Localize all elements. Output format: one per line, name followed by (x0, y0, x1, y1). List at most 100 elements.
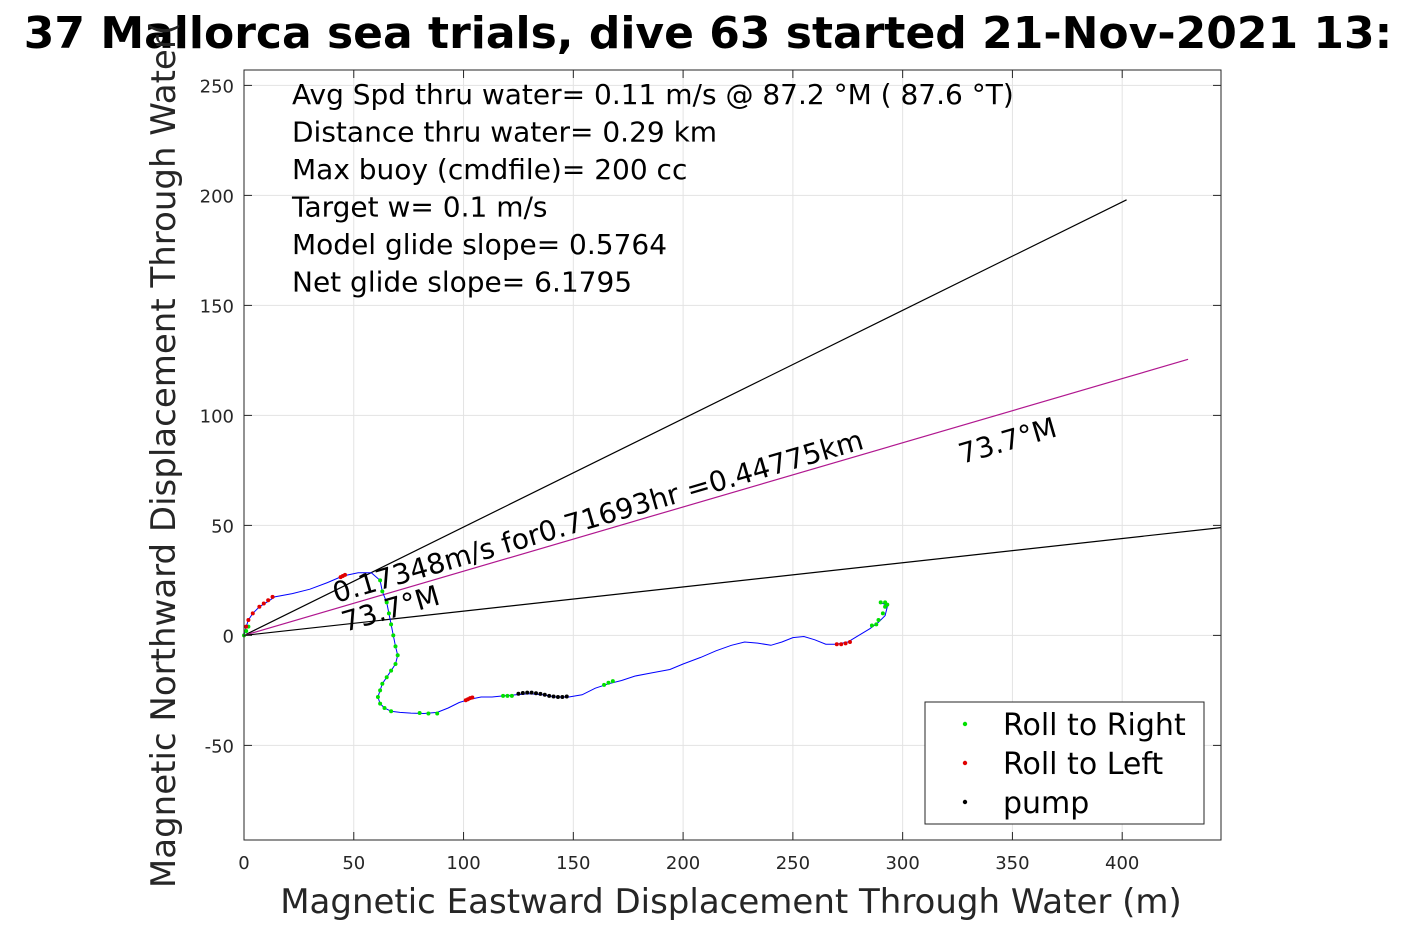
reference-lines (243, 199, 1222, 636)
y-tick-label: 50 (211, 516, 234, 537)
data-point (538, 691, 543, 696)
y-tick-label: 0 (223, 626, 234, 647)
legend-entry: pump (1003, 786, 1089, 821)
data-point (470, 695, 475, 700)
data-point (380, 589, 385, 594)
data-point (378, 701, 383, 706)
legend-marker (962, 799, 968, 805)
data-point (847, 640, 852, 644)
data-point (384, 600, 389, 605)
data-point (393, 644, 398, 649)
series-group (244, 572, 852, 703)
data-point (378, 578, 383, 583)
data-point (525, 690, 530, 695)
y-tick-label: -50 (205, 736, 234, 757)
data-point (542, 692, 547, 697)
data-point (384, 675, 389, 680)
data-point (246, 618, 251, 622)
annotation-line: Model glide slope= 0.5764 (292, 228, 667, 261)
x-tick-label: 250 (776, 853, 810, 874)
annotation-line: Net glide slope= 6.1795 (292, 266, 632, 299)
data-point (257, 604, 262, 609)
data-point (610, 679, 615, 684)
data-point (417, 711, 422, 716)
data-point (555, 695, 560, 699)
x-tick-label: 150 (556, 853, 590, 874)
legend: Roll to Right Roll to Left pump (924, 701, 1205, 825)
annotation-line: Avg Spd thru water= 0.11 m/s @ 87.2 °M (… (292, 78, 1014, 111)
legend-marker (962, 760, 968, 766)
marker-series (242, 572, 890, 716)
data-point (843, 641, 848, 646)
data-point (869, 623, 874, 628)
data-point (839, 642, 844, 647)
data-point (534, 691, 539, 696)
data-point (342, 572, 347, 577)
data-point (509, 693, 514, 698)
data-point (878, 600, 883, 605)
data-point (382, 706, 387, 710)
data-point (389, 668, 394, 673)
annotation-line: Distance thru water= 0.29 km (292, 116, 717, 149)
data-point (516, 691, 521, 696)
data-point (529, 690, 534, 695)
plot-area: 0 50 100 150 200 250 300 350 400 -50 0 50 100 150 200… (200, 69, 1222, 874)
data-point (883, 600, 888, 605)
x-tick-label: 200 (666, 853, 700, 874)
y-axis-label: Magnetic Northward Displacement Through … (144, 22, 184, 888)
chart-title: 37 Mallorca sea trials, dive 63 started … (24, 8, 1392, 59)
data-point (395, 653, 400, 658)
data-point (564, 694, 569, 699)
data-point (378, 688, 383, 693)
y-tick-label: 250 (200, 76, 234, 97)
data-point (602, 682, 607, 687)
x-tick-label: 400 (1105, 853, 1139, 874)
legend-entry: Roll to Left (1003, 747, 1163, 782)
data-point (391, 633, 396, 638)
data-point (834, 642, 839, 647)
data-point (375, 695, 380, 699)
data-point (266, 598, 271, 603)
data-point (547, 693, 552, 698)
axes-box (243, 69, 1222, 841)
data-point (250, 611, 255, 616)
data-point (386, 611, 391, 616)
x-tick-label: 0 (238, 853, 249, 874)
data-point (560, 695, 565, 699)
x-tick-label: 350 (995, 853, 1029, 874)
y-ticks: -50 0 50 100 150 200 250 (200, 76, 1221, 757)
y-tick-label: 200 (200, 186, 234, 207)
data-point (389, 622, 394, 627)
data-point (380, 681, 385, 686)
data-point (270, 594, 275, 599)
data-point (244, 624, 249, 629)
reference-line (243, 358, 1189, 636)
legend-entry: Roll to Right (1003, 708, 1186, 743)
series-group (516, 690, 569, 699)
data-point (244, 629, 249, 633)
data-point (876, 618, 881, 622)
x-tick-label: 50 (342, 853, 365, 874)
data-point (393, 662, 398, 666)
data-point (261, 601, 266, 606)
data-point (874, 622, 879, 627)
x-tick-label: 300 (885, 853, 919, 874)
series-group (242, 578, 890, 716)
data-point (426, 711, 431, 716)
annotation-line: Target w= 0.1 m/s (291, 191, 548, 224)
x-ticks: 0 50 100 150 200 250 300 350 400 (238, 70, 1139, 874)
data-point (606, 680, 611, 685)
data-point (505, 693, 510, 698)
reference-line (243, 199, 1127, 636)
annotation-block: Avg Spd thru water= 0.11 m/s @ 87.2 °M (… (291, 78, 1014, 299)
data-point (435, 711, 440, 716)
y-tick-label: 100 (200, 406, 234, 427)
y-tick-label: 150 (200, 296, 234, 317)
legend-marker (962, 721, 968, 727)
x-axis-label: Magnetic Eastward Displacement Through W… (280, 882, 1182, 922)
data-point (520, 691, 525, 696)
legend-box (924, 701, 1205, 825)
annotation-line: Max buoy (cmdfile)= 200 cc (292, 153, 687, 186)
data-point (551, 694, 556, 699)
